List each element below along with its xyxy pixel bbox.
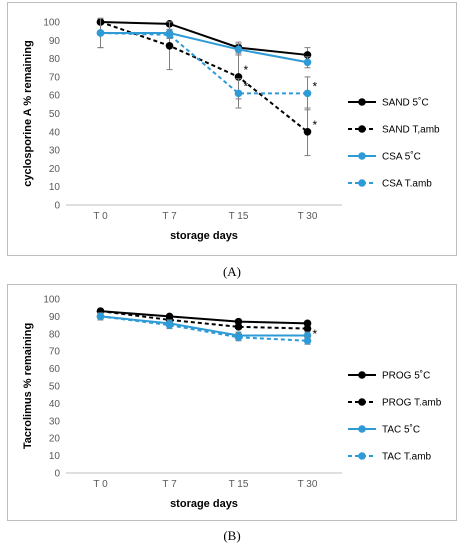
chart-b-x-tick-label: T 15 [229, 479, 249, 490]
chart-a-y-tick-label: 60 [49, 91, 61, 102]
chart-b-series-0-point [303, 319, 312, 328]
chart-b-legend-label-2: TAC 5˚C [382, 424, 420, 436]
chart-b-legend-marker-0 [358, 371, 366, 379]
chart-b-y-tick-label: 10 [49, 451, 61, 462]
chart-a-series-2-point [303, 58, 312, 67]
chart-b-y-tick-label: 40 [49, 399, 61, 410]
chart-panel-a: 0 10 20 30 40 50 60 70 80 90 100 T 0 T 7 T 15 T 30 stor… [7, 2, 457, 256]
chart-b-legend-label-0: PROG 5˚C [382, 370, 430, 382]
chart-a-y-axis-title: cyclosporine A % remaining [22, 40, 34, 187]
chart-a-significance-star: * [313, 79, 318, 93]
chart-a-y-tick-label: 50 [49, 109, 61, 120]
chart-a-y-tick-label: 0 [54, 201, 60, 212]
chart-b-legend-label-3: TAC T.amb [382, 452, 432, 463]
chart-b-y-tick-label: 70 [49, 347, 61, 358]
chart-a-significance-star: * [244, 63, 249, 77]
chart-b-series-3-point [165, 321, 174, 329]
chart-b-y-axis-title: Tacrolimus % remaining [22, 323, 34, 449]
chart-a-legend-label-3: CSA T.amb [382, 179, 432, 190]
chart-a-significance-star: * [313, 118, 318, 132]
chart-a-series-3-point [165, 31, 174, 39]
chart-a-y-tick-label: 30 [49, 146, 61, 157]
chart-b-series-3-point [234, 333, 243, 342]
chart-b-x-tick-label: T 30 [298, 479, 318, 490]
chart-a-y-tick-label: 90 [49, 36, 61, 47]
chart-a-x-tick-label: T 0 [93, 211, 108, 222]
chart-a-series-line-1 [100, 21, 309, 133]
chart-b-series-3-point [96, 312, 105, 321]
chart-b-legend-marker-2 [358, 425, 366, 433]
chart-b-series-0-point [234, 317, 243, 326]
chart-a-significance-star: * [244, 79, 249, 93]
chart-b-y-tick-label: 50 [49, 382, 61, 393]
chart-a-y-tick-label: 10 [49, 182, 61, 193]
chart-b-series-line-2 [100, 315, 308, 337]
chart-a-legend-marker-3 [358, 179, 366, 187]
chart-b-significance-star: * [313, 327, 318, 341]
chart-a-x-tick-label: T 30 [298, 211, 318, 222]
chart-b-y-tick-label: 80 [49, 329, 61, 340]
chart-b-y-tick-label: 30 [49, 416, 61, 427]
chart-b-svg: 0 10 20 30 40 50 60 70 80 90 100 T 0 T 7 T 15 T 30 stor… [22, 295, 442, 511]
chart-a-x-tick-label: T 7 [162, 211, 177, 222]
chart-a-series-1-point [303, 128, 312, 136]
chart-a-series-3-point [96, 29, 105, 37]
chart-a-legend-marker-0 [358, 98, 366, 106]
chart-b-y-tick-label: 90 [49, 312, 61, 323]
chart-a-legend-marker-2 [358, 152, 366, 160]
chart-a-x-tick-label: T 15 [229, 211, 249, 222]
chart-a-y-tick-label: 20 [49, 164, 61, 175]
chart-a-legend-label-2: CSA 5˚C [382, 151, 421, 163]
chart-b-x-tick-label: T 0 [93, 479, 108, 490]
chart-b-legend-marker-1 [358, 398, 366, 406]
chart-a-legend-label-0: SAND 5˚C [382, 97, 429, 109]
chart-a-y-tick-label: 40 [49, 127, 61, 138]
chart-b-y-tick-label: 100 [43, 295, 60, 306]
chart-a-series-1-point [165, 41, 174, 50]
caption-a: (A) [222, 264, 242, 279]
chart-b-series-1-point [234, 323, 243, 331]
chart-a-series-2-point [234, 45, 243, 54]
chart-a-y-tick-label: 100 [43, 18, 60, 29]
chart-b-x-axis-title: storage days [170, 498, 238, 510]
chart-b-legend-label-1: PROG T.amb [382, 398, 442, 409]
chart-a-legend-marker-1 [358, 125, 366, 133]
chart-b-x-tick-label: T 7 [162, 479, 177, 490]
chart-b-y-tick-label: 60 [49, 364, 61, 375]
chart-panel-b: 0 10 20 30 40 50 60 70 80 90 100 T 0 T 7 T 15 T 30 stor… [7, 284, 457, 521]
chart-a-series-line-2 [100, 31, 308, 64]
chart-b-legend-marker-3 [358, 452, 366, 460]
chart-a-x-axis-title: storage days [170, 230, 238, 242]
caption-b: (B) [223, 528, 241, 543]
chart-a-legend-label-1: SAND T,amb [382, 125, 440, 136]
chart-a-series-line-3 [100, 31, 308, 95]
chart-b-series-line-0 [100, 310, 308, 325]
chart-b-y-tick-label: 0 [54, 469, 60, 480]
chart-b-series-1-point [303, 324, 312, 333]
chart-a-series-line-0 [100, 21, 308, 56]
chart-a-y-tick-label: 80 [49, 54, 61, 65]
chart-a-series-3-point [303, 89, 312, 98]
chart-b-y-tick-label: 20 [49, 434, 61, 445]
chart-a-y-tick-label: 70 [49, 72, 61, 83]
chart-b-series-3-point [303, 336, 312, 345]
chart-a-svg: 0 10 20 30 40 50 60 70 80 90 100 T 0 T 7 T 15 T 30 stor… [22, 18, 440, 243]
chart-a-series-3-point [234, 89, 243, 98]
